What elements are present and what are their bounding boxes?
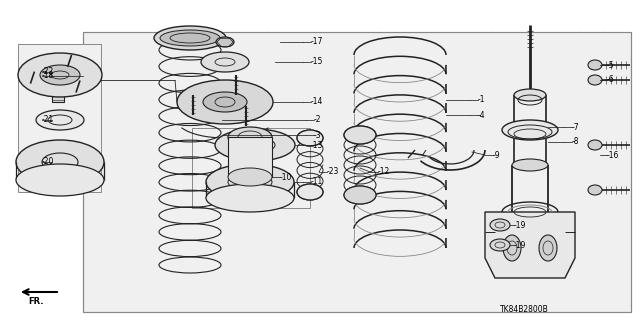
Bar xyxy=(192,128,310,208)
Text: -12: -12 xyxy=(378,167,390,177)
Ellipse shape xyxy=(52,72,64,88)
Text: -13: -13 xyxy=(311,140,323,149)
Text: -2: -2 xyxy=(314,116,321,124)
Ellipse shape xyxy=(215,129,295,161)
Text: -23: -23 xyxy=(327,167,339,177)
Ellipse shape xyxy=(206,164,294,200)
Ellipse shape xyxy=(490,239,510,251)
Text: -19: -19 xyxy=(514,241,526,250)
Text: -8: -8 xyxy=(572,138,579,147)
Ellipse shape xyxy=(588,140,602,150)
Text: -22: -22 xyxy=(42,68,54,76)
Ellipse shape xyxy=(216,37,234,47)
Ellipse shape xyxy=(206,184,294,212)
Text: -10: -10 xyxy=(280,172,292,181)
Text: -5: -5 xyxy=(607,60,614,69)
Ellipse shape xyxy=(490,219,510,231)
Text: -18: -18 xyxy=(42,71,54,81)
Text: -9: -9 xyxy=(493,150,500,159)
Ellipse shape xyxy=(512,159,548,171)
Ellipse shape xyxy=(344,126,376,144)
Ellipse shape xyxy=(18,53,102,97)
Ellipse shape xyxy=(36,110,84,130)
Ellipse shape xyxy=(154,26,226,50)
Text: -16: -16 xyxy=(607,150,620,159)
Ellipse shape xyxy=(203,92,247,112)
Text: -15: -15 xyxy=(311,58,323,67)
Ellipse shape xyxy=(228,127,272,147)
Bar xyxy=(52,80,64,102)
Ellipse shape xyxy=(588,185,602,195)
Ellipse shape xyxy=(16,140,104,184)
Text: -1: -1 xyxy=(478,95,486,105)
Ellipse shape xyxy=(160,30,220,46)
Text: -14: -14 xyxy=(311,98,323,107)
Text: -7: -7 xyxy=(572,123,580,132)
Ellipse shape xyxy=(201,52,249,72)
Ellipse shape xyxy=(588,75,602,85)
Text: -6: -6 xyxy=(607,76,614,84)
Text: -19: -19 xyxy=(514,220,526,229)
Ellipse shape xyxy=(177,80,273,124)
Ellipse shape xyxy=(40,65,80,85)
Text: -4: -4 xyxy=(478,110,486,119)
Text: -21: -21 xyxy=(42,116,54,124)
Ellipse shape xyxy=(344,186,376,204)
Ellipse shape xyxy=(502,120,558,140)
Text: -11: -11 xyxy=(311,178,323,187)
Text: -17: -17 xyxy=(311,37,323,46)
Text: TK84B2800B: TK84B2800B xyxy=(500,306,548,315)
Text: -20: -20 xyxy=(42,157,54,166)
Ellipse shape xyxy=(503,235,521,261)
Bar xyxy=(83,32,631,312)
Ellipse shape xyxy=(228,168,272,186)
Text: -3: -3 xyxy=(314,131,322,140)
Ellipse shape xyxy=(539,235,557,261)
Text: FR.: FR. xyxy=(28,298,44,307)
Polygon shape xyxy=(485,212,575,278)
Ellipse shape xyxy=(514,89,546,101)
Ellipse shape xyxy=(588,60,602,70)
Ellipse shape xyxy=(297,184,323,200)
Ellipse shape xyxy=(16,164,104,196)
Bar xyxy=(18,44,101,192)
Ellipse shape xyxy=(297,130,323,146)
Bar xyxy=(228,137,272,177)
